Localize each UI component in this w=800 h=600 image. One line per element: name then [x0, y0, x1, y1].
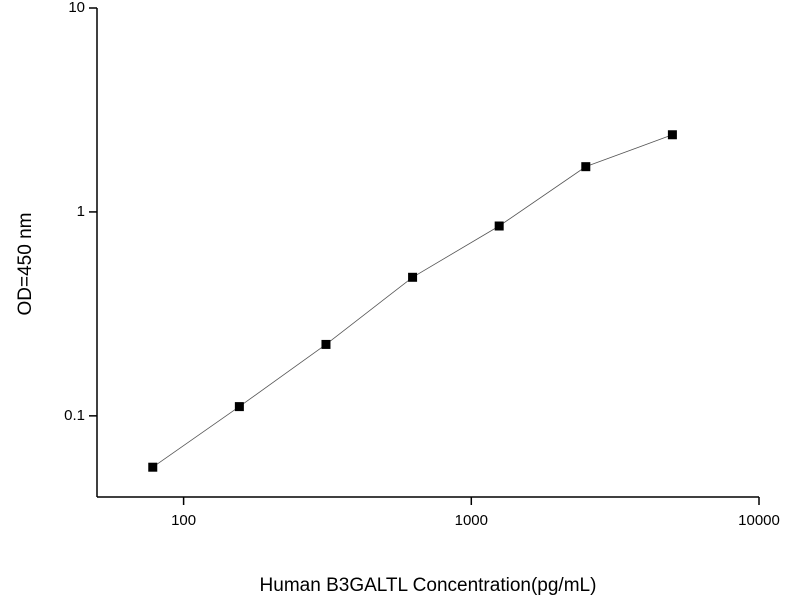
- x-tick-label: 10000: [738, 512, 780, 529]
- data-point: [408, 272, 418, 282]
- y-tick-label: 1: [77, 203, 85, 220]
- data-point: [148, 462, 158, 472]
- y-tick-label: 10: [68, 0, 85, 16]
- x-tick-label: 100: [171, 512, 196, 529]
- series-line: [152, 134, 673, 468]
- data-point: [667, 130, 677, 140]
- data-point: [581, 162, 591, 172]
- x-tick-label: 1000: [455, 512, 488, 529]
- data-point: [234, 402, 244, 412]
- y-tick-label: 0.1: [64, 407, 85, 424]
- x-axis-title: Human B3GALTL Concentration(pg/mL): [260, 575, 597, 596]
- data-point: [494, 221, 504, 231]
- y-axis-title: OD=450 nm: [15, 213, 36, 316]
- data-point: [321, 339, 331, 349]
